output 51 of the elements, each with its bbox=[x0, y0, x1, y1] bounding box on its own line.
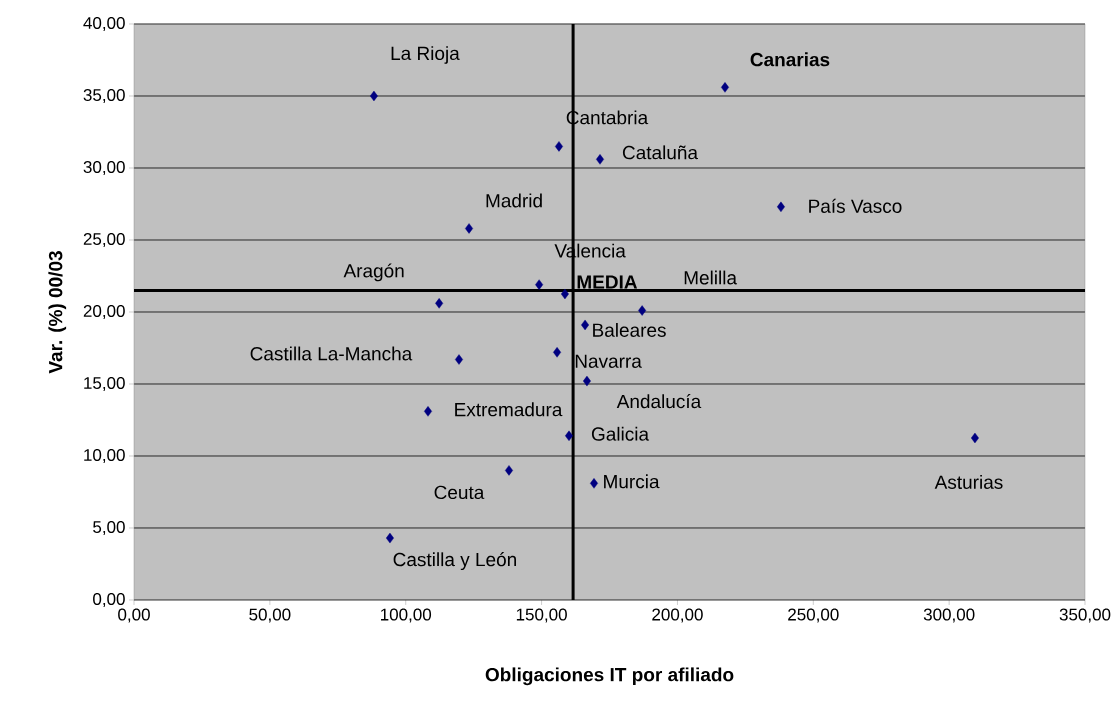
annotation: Murcia bbox=[604, 474, 660, 489]
annotation: Canarias bbox=[750, 52, 830, 67]
point bbox=[590, 478, 598, 489]
annotation: Castilla La-Mancha bbox=[250, 346, 413, 361]
x-tick-label: 100,00 bbox=[381, 608, 432, 623]
point bbox=[596, 154, 604, 165]
y-tick-label: 10,00 bbox=[84, 448, 125, 463]
x-tick-label: 50,00 bbox=[249, 608, 291, 623]
x-tick-label: 200,00 bbox=[652, 608, 703, 623]
y-tick-label: 5,00 bbox=[93, 520, 125, 535]
point bbox=[455, 354, 463, 365]
annotation: Madrid bbox=[486, 193, 542, 208]
x-tick-label: 350,00 bbox=[1059, 608, 1111, 623]
y-tick-label: 35,00 bbox=[83, 88, 125, 104]
annotation: Extremadura bbox=[455, 402, 563, 417]
x-tick-label: 250,00 bbox=[788, 608, 839, 623]
point bbox=[369, 90, 378, 102]
annotation: Aragón bbox=[343, 263, 404, 282]
annotation: Andalucía bbox=[616, 394, 702, 409]
y-axis-title: Var. (%) 00/03 bbox=[48, 251, 67, 374]
point bbox=[505, 465, 513, 476]
annotation: Cataluña bbox=[622, 145, 699, 160]
y-tick-label: 15,00 bbox=[84, 376, 125, 391]
x-tick-label: 0,00 bbox=[118, 608, 150, 623]
annotation: Galicia bbox=[591, 426, 650, 441]
annotation: Baleares bbox=[593, 322, 666, 337]
annotation: País Vasco bbox=[809, 198, 902, 213]
annotation: Asturias bbox=[934, 475, 1003, 489]
point bbox=[435, 298, 444, 309]
annotation: MEDIA bbox=[577, 275, 638, 289]
y-tick-label: 25,00 bbox=[83, 232, 125, 247]
x-tick-label: 150,00 bbox=[516, 608, 567, 623]
y-tick-label: 40,00 bbox=[83, 16, 125, 32]
annotation: Navarra bbox=[575, 354, 642, 368]
point bbox=[555, 141, 563, 152]
point bbox=[553, 347, 562, 358]
annotation: Melilla bbox=[684, 270, 738, 285]
point bbox=[535, 279, 544, 290]
y-tick-label: 30,00 bbox=[83, 160, 125, 176]
point bbox=[465, 223, 473, 234]
annotation: Ceuta bbox=[434, 485, 485, 500]
annotation: Castilla y León bbox=[393, 552, 516, 571]
point bbox=[638, 305, 647, 316]
point bbox=[581, 319, 590, 331]
annotation: La Rioja bbox=[391, 46, 460, 64]
y-tick-label: 20,00 bbox=[83, 304, 125, 319]
x-tick-label: 300,00 bbox=[923, 608, 975, 623]
y-tick-label: 0,00 bbox=[93, 592, 125, 607]
x-axis-title: Obligaciones IT por afiliado bbox=[485, 667, 734, 686]
point bbox=[721, 82, 729, 93]
point bbox=[424, 406, 432, 417]
